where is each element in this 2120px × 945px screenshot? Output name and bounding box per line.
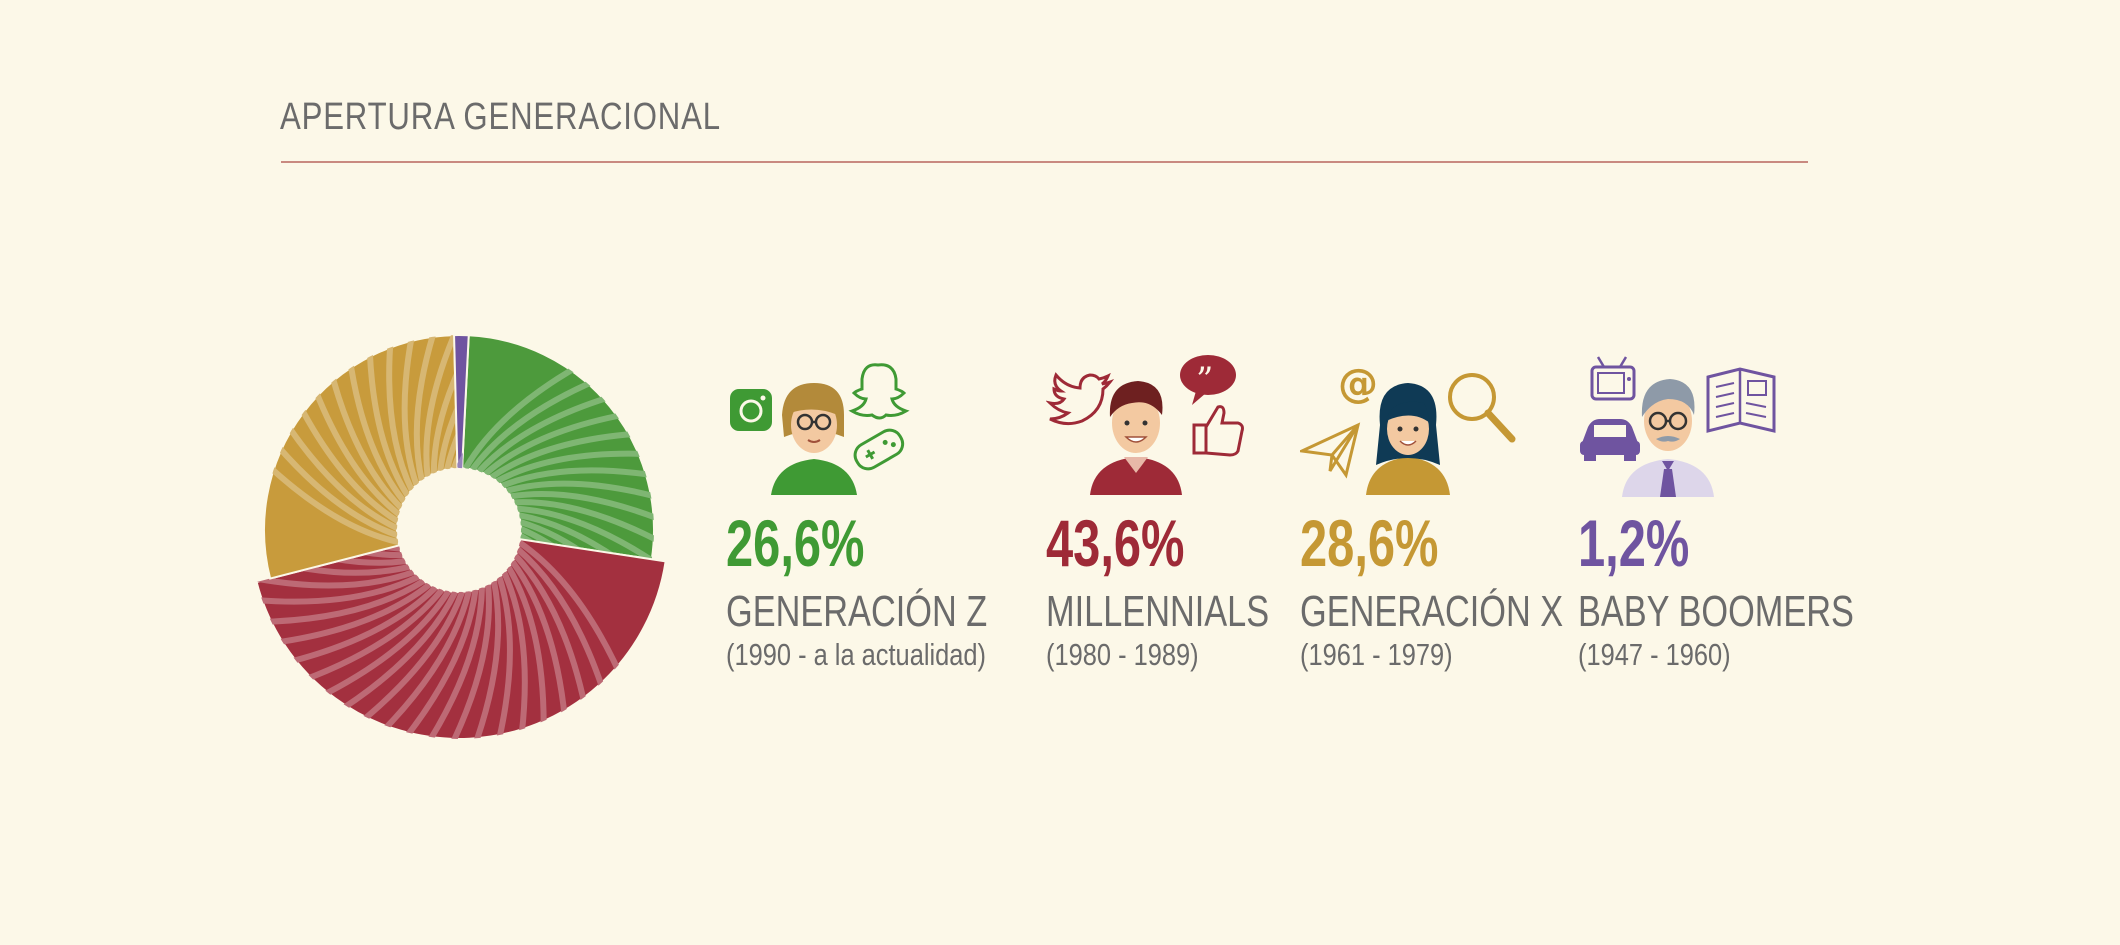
at-sign-icon: @: [1338, 361, 1378, 407]
generation-x-percent: 28,6%: [1300, 506, 1439, 580]
generation-x-name: GENERACIÓN X: [1300, 587, 1564, 636]
page-title: APERTURA GENERACIONAL: [280, 96, 721, 138]
magnifier-icon: [1448, 373, 1516, 443]
speech-bubble-icon: ”: [1180, 355, 1236, 405]
baby-boomers-percent: 1,2%: [1578, 506, 1690, 580]
svg-text:”: ”: [1196, 360, 1213, 400]
millennials-avatar: ”: [1046, 355, 1244, 495]
twitter-icon: [1046, 372, 1115, 426]
snapchat-icon: [848, 363, 910, 420]
generation-x-years: (1961 - 1979): [1300, 637, 1453, 672]
thumbs-up-icon: [1192, 405, 1244, 457]
donut-slice-millennials: [255, 538, 667, 740]
generation-z-avatar: [730, 363, 910, 495]
generation-z-name: GENERACIÓN Z: [726, 587, 988, 636]
newspaper-icon: [1706, 367, 1776, 433]
car-icon: [1580, 419, 1640, 461]
millennials-years: (1980 - 1989): [1046, 637, 1199, 672]
person-millennial-icon: [1090, 381, 1182, 495]
gamepad-icon: [853, 428, 905, 471]
instagram-icon: [730, 389, 772, 431]
person-z-icon: [771, 383, 857, 495]
millennials-block: ” 43,6% MILLENNIALS (1980 - 1989): [1046, 355, 1336, 685]
generation-z-block: 26,6% GENERACIÓN Z (1990 - a la actualid…: [726, 355, 1016, 685]
generation-x-block: @ 28,6% GENERACIÓN X (1961 - 1979): [1300, 355, 1590, 685]
baby-boomers-block: 1,2% BABY BOOMERS (1947 - 1960): [1578, 355, 1868, 685]
donut-chart: [255, 334, 667, 740]
donut-slice-generation-z: [461, 334, 655, 561]
person-boomer-icon: [1622, 379, 1714, 497]
baby-boomers-name: BABY BOOMERS: [1578, 587, 1854, 636]
tv-icon: [1590, 356, 1636, 401]
generation-z-years: (1990 - a la actualidad): [726, 637, 987, 672]
baby-boomers-avatar: [1580, 356, 1776, 497]
millennials-name: MILLENNIALS: [1046, 587, 1270, 636]
paper-plane-icon: [1300, 422, 1361, 479]
person-genx-icon: [1366, 383, 1450, 495]
millennials-percent: 43,6%: [1046, 506, 1185, 580]
donut-slice-generation-x: [263, 334, 459, 580]
baby-boomers-years: (1947 - 1960): [1578, 637, 1731, 672]
title-divider: [281, 161, 1808, 163]
generation-x-avatar: @: [1300, 361, 1516, 495]
svg-text:@: @: [1338, 361, 1378, 407]
generation-z-percent: 26,6%: [726, 506, 865, 580]
